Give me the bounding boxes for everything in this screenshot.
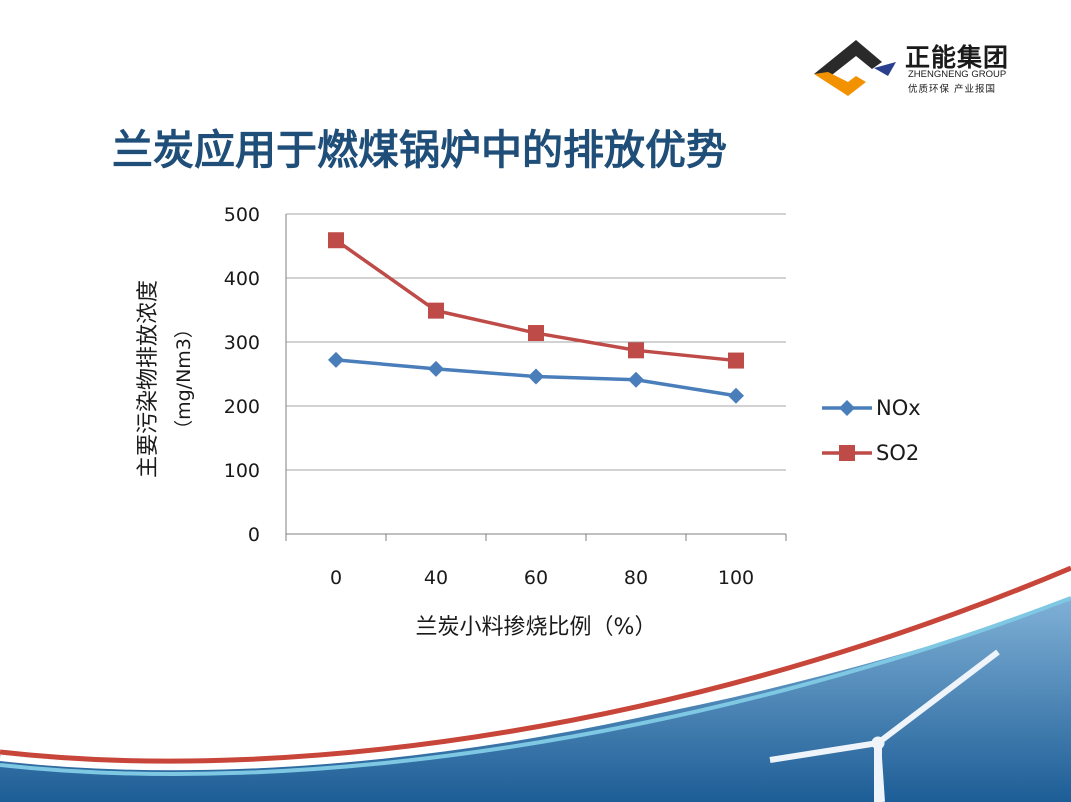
x-tick-label: 100 bbox=[718, 567, 754, 589]
y-tick-label: 500 bbox=[224, 204, 260, 226]
data-point-nox bbox=[528, 368, 544, 385]
company-logo: 正能集团 ZHENGNENG GROUP 优质环保 产业报国 bbox=[812, 36, 1024, 98]
logo-name-cn: 正能集团 bbox=[905, 43, 1010, 72]
legend-marker-nox bbox=[839, 400, 855, 416]
legend-label-nox: NOx bbox=[876, 396, 921, 420]
x-axis-title: 兰炭小料掺烧比例（%） bbox=[416, 615, 657, 640]
data-point-so2 bbox=[528, 325, 544, 342]
white-stripe bbox=[0, 579, 1071, 771]
data-point-nox bbox=[328, 351, 344, 368]
y-tick-label: 200 bbox=[224, 396, 260, 418]
data-point-nox bbox=[428, 360, 444, 377]
data-point-so2 bbox=[328, 232, 344, 249]
cyan-stripe bbox=[0, 596, 1071, 777]
logo-mark-icon bbox=[814, 40, 896, 96]
y-tick-label: 300 bbox=[224, 332, 260, 354]
wind-turbine-icon bbox=[769, 649, 1000, 802]
slide-title: 兰炭应用于燃煤锅炉中的排放优势 bbox=[112, 126, 727, 174]
x-tick-label: 60 bbox=[524, 567, 548, 589]
y-tick-label: 400 bbox=[224, 268, 260, 290]
x-tick-label: 80 bbox=[624, 567, 648, 589]
series-line-so2 bbox=[334, 238, 737, 363]
logo-name-en: ZHENGNENG GROUP bbox=[908, 69, 1007, 80]
x-tick-label: 0 bbox=[330, 567, 342, 589]
data-point-so2 bbox=[728, 352, 744, 369]
red-stripe bbox=[0, 565, 1071, 764]
blue-wave-shape bbox=[0, 600, 1071, 802]
legend-marker-so2 bbox=[839, 445, 855, 461]
legend-label-so2: SO2 bbox=[876, 441, 919, 465]
data-point-nox bbox=[628, 371, 644, 388]
x-tick-label: 40 bbox=[424, 567, 448, 589]
logo-slogan: 优质环保 产业报国 bbox=[908, 84, 997, 95]
data-point-so2 bbox=[428, 302, 444, 319]
y-tick-label: 0 bbox=[248, 524, 260, 546]
data-point-nox bbox=[728, 387, 744, 404]
data-point-so2 bbox=[628, 342, 644, 359]
y-axis-unit: （mg/Nm3） bbox=[173, 319, 195, 439]
y-tick-label: 100 bbox=[224, 460, 260, 482]
y-axis-title: 主要污染物排放浓度 bbox=[136, 280, 161, 478]
